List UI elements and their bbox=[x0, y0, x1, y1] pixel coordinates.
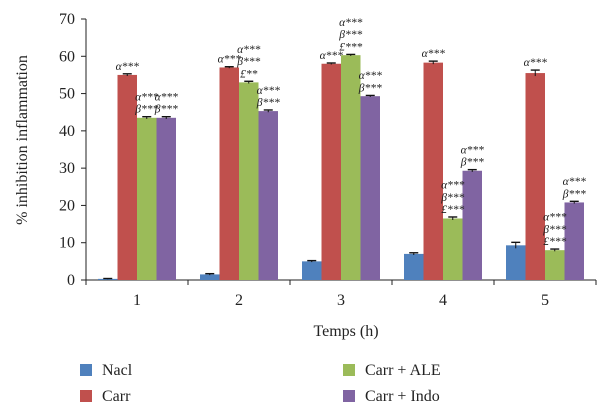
y-tick-label: 50 bbox=[59, 86, 75, 103]
significance-label: α*** bbox=[320, 50, 344, 62]
legend-label: Carr + Indo bbox=[365, 388, 440, 405]
bar bbox=[258, 111, 278, 281]
significance-label: β*** bbox=[460, 157, 484, 169]
significance-label: α*** bbox=[155, 91, 179, 103]
bar bbox=[341, 55, 361, 280]
bar bbox=[200, 274, 220, 280]
bar bbox=[360, 96, 380, 280]
significance-label: α*** bbox=[339, 17, 363, 29]
bar bbox=[137, 117, 157, 280]
significance-label: α*** bbox=[422, 48, 446, 60]
significance-label: α*** bbox=[524, 57, 548, 69]
x-tick-label: 2 bbox=[235, 292, 243, 309]
bar bbox=[443, 218, 463, 280]
x-tick-label: 1 bbox=[133, 292, 141, 309]
y-axis-title: % inhibition inflammation bbox=[14, 55, 31, 225]
significance-label: β*** bbox=[236, 56, 260, 68]
x-axis-title: Temps (h) bbox=[313, 323, 378, 340]
bar bbox=[404, 253, 424, 280]
significance-label: α*** bbox=[218, 54, 242, 66]
significance-label: β*** bbox=[440, 192, 464, 204]
x-tick-label: 3 bbox=[337, 292, 345, 309]
significance-label: £*** bbox=[339, 41, 362, 53]
significance-label: α*** bbox=[257, 85, 281, 97]
significance-label: £** bbox=[240, 68, 258, 80]
bar bbox=[525, 73, 545, 280]
y-tick-label: 10 bbox=[59, 235, 75, 252]
y-tick-label: 30 bbox=[59, 160, 75, 177]
bar bbox=[545, 250, 565, 280]
legend-swatch bbox=[343, 390, 355, 402]
significance-label: α*** bbox=[441, 180, 465, 192]
legend-label: Nacl bbox=[102, 362, 133, 379]
bar bbox=[239, 82, 259, 280]
significance-label: £*** bbox=[543, 236, 566, 248]
significance-label: α*** bbox=[116, 61, 140, 73]
bar bbox=[506, 245, 526, 280]
significance-label: β*** bbox=[134, 104, 158, 116]
bar bbox=[156, 117, 176, 280]
y-tick-label: 20 bbox=[59, 197, 75, 214]
legend-label: Carr bbox=[102, 388, 131, 405]
legend-swatch bbox=[80, 364, 92, 376]
significance-label: β*** bbox=[542, 224, 566, 236]
bar bbox=[117, 74, 137, 280]
legend-label: Carr + ALE bbox=[365, 362, 441, 379]
legend: Nacl Carr + ALE Carr Carr + Indo bbox=[80, 362, 441, 405]
bar bbox=[302, 261, 322, 280]
significance-label: β*** bbox=[256, 97, 280, 109]
bar bbox=[462, 170, 482, 280]
x-tick-label: 4 bbox=[439, 292, 447, 309]
significance-label: α*** bbox=[563, 176, 587, 188]
significance-label: α*** bbox=[135, 91, 159, 103]
significance-label: α*** bbox=[461, 144, 485, 156]
x-tick-label: 5 bbox=[541, 292, 549, 309]
y-tick-label: 70 bbox=[59, 11, 75, 28]
bar bbox=[98, 278, 118, 280]
bar bbox=[423, 62, 443, 281]
significance-label: £*** bbox=[441, 204, 464, 216]
bar bbox=[321, 63, 341, 280]
significance-label: α*** bbox=[359, 70, 383, 82]
significance-label: β*** bbox=[562, 188, 586, 200]
y-tick-label: 0 bbox=[67, 272, 75, 289]
significance-label: β*** bbox=[154, 104, 178, 116]
y-tick-label: 40 bbox=[59, 123, 75, 140]
legend-swatch bbox=[343, 364, 355, 376]
significance-label: β*** bbox=[338, 29, 362, 41]
y-tick-label: 60 bbox=[59, 48, 75, 65]
significance-label: α*** bbox=[543, 212, 567, 224]
bar bbox=[219, 67, 239, 280]
significance-label: β*** bbox=[358, 82, 382, 94]
bar bbox=[564, 202, 584, 280]
legend-swatch bbox=[80, 390, 92, 402]
significance-label: α*** bbox=[237, 44, 261, 56]
